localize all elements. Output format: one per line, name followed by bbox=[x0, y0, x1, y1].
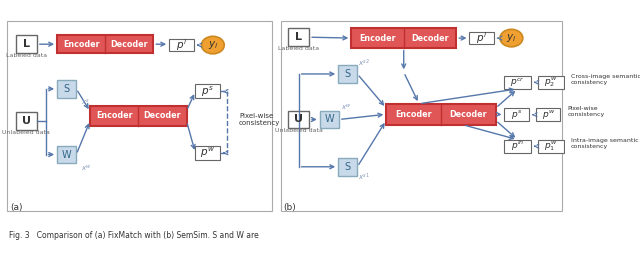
Bar bbox=[338, 65, 357, 83]
Bar bbox=[195, 84, 220, 99]
Bar bbox=[90, 106, 187, 126]
Text: Decoder: Decoder bbox=[449, 110, 487, 119]
Bar bbox=[281, 21, 562, 211]
Bar bbox=[16, 35, 37, 53]
Text: W: W bbox=[324, 114, 334, 125]
Text: Intra-image semantic
consistency: Intra-image semantic consistency bbox=[571, 138, 639, 148]
Text: $p^l$: $p^l$ bbox=[476, 30, 487, 46]
Bar bbox=[195, 146, 220, 160]
Text: L: L bbox=[295, 32, 302, 42]
Bar bbox=[386, 104, 495, 125]
Bar bbox=[504, 108, 529, 121]
Text: $p^w$: $p^w$ bbox=[541, 108, 555, 121]
Bar bbox=[338, 158, 357, 176]
Bar bbox=[16, 113, 37, 130]
Text: W: W bbox=[62, 150, 72, 160]
Bar bbox=[469, 32, 494, 44]
Bar bbox=[288, 111, 309, 128]
Text: Fig. 3   Comparison of (a) FixMatch with (b) SemSim. S and W are: Fig. 3 Comparison of (a) FixMatch with (… bbox=[9, 231, 259, 239]
Text: $p^s$: $p^s$ bbox=[511, 108, 522, 121]
Text: $p^l$: $p^l$ bbox=[176, 37, 187, 53]
Bar bbox=[536, 108, 561, 121]
Text: L: L bbox=[23, 39, 30, 49]
Text: Labeled data: Labeled data bbox=[6, 53, 47, 58]
Bar bbox=[169, 39, 193, 51]
Text: Decoder: Decoder bbox=[144, 112, 181, 120]
Text: $p^s$: $p^s$ bbox=[201, 84, 214, 99]
Text: Encoder: Encoder bbox=[96, 112, 132, 120]
Text: $p_1^w$: $p_1^w$ bbox=[544, 139, 557, 153]
Text: Encoder: Encoder bbox=[359, 34, 396, 43]
Text: Unlabeled data: Unlabeled data bbox=[3, 130, 51, 135]
Text: $p^w$: $p^w$ bbox=[200, 146, 215, 160]
Bar bbox=[504, 140, 531, 153]
Text: $x^s$: $x^s$ bbox=[81, 97, 90, 107]
Text: (a): (a) bbox=[10, 203, 23, 212]
Ellipse shape bbox=[202, 36, 224, 54]
Ellipse shape bbox=[500, 29, 523, 47]
Bar bbox=[351, 28, 456, 48]
Text: Decoder: Decoder bbox=[411, 34, 449, 43]
Text: $p^{cr}$: $p^{cr}$ bbox=[510, 75, 525, 89]
Text: Decoder: Decoder bbox=[111, 40, 148, 49]
Text: Labeled data: Labeled data bbox=[278, 46, 319, 51]
Text: Cross-image semantic
consistency: Cross-image semantic consistency bbox=[571, 74, 640, 84]
Text: $p_2^w$: $p_2^w$ bbox=[544, 75, 557, 89]
Text: Pixel-wise
consistency: Pixel-wise consistency bbox=[568, 106, 605, 117]
Text: $x^{s2}$: $x^{s2}$ bbox=[358, 58, 371, 69]
Bar bbox=[288, 28, 309, 46]
Text: Encoder: Encoder bbox=[63, 40, 99, 49]
Bar bbox=[57, 146, 76, 163]
Text: S: S bbox=[344, 162, 351, 172]
Text: $y_l$: $y_l$ bbox=[506, 32, 516, 44]
Text: (b): (b) bbox=[284, 203, 296, 212]
Text: $x^{s1}$: $x^{s1}$ bbox=[358, 172, 371, 183]
Text: Encoder: Encoder bbox=[396, 110, 432, 119]
Bar bbox=[57, 35, 154, 53]
Text: $x^w$: $x^w$ bbox=[340, 102, 351, 112]
Bar bbox=[57, 80, 76, 98]
Text: Unlabeled data: Unlabeled data bbox=[275, 128, 323, 133]
Bar bbox=[319, 111, 339, 128]
Text: Pixel-wise
consistency: Pixel-wise consistency bbox=[239, 113, 280, 126]
Bar bbox=[7, 21, 271, 211]
Bar bbox=[504, 76, 531, 89]
Text: U: U bbox=[294, 114, 303, 125]
Text: U: U bbox=[22, 116, 31, 126]
Text: S: S bbox=[344, 69, 351, 79]
Text: $p^{in}$: $p^{in}$ bbox=[511, 139, 524, 153]
Text: S: S bbox=[63, 84, 70, 94]
Text: $x^w$: $x^w$ bbox=[81, 163, 92, 173]
Text: $y_l$: $y_l$ bbox=[207, 39, 218, 51]
Bar bbox=[538, 140, 564, 153]
Bar bbox=[538, 76, 564, 89]
